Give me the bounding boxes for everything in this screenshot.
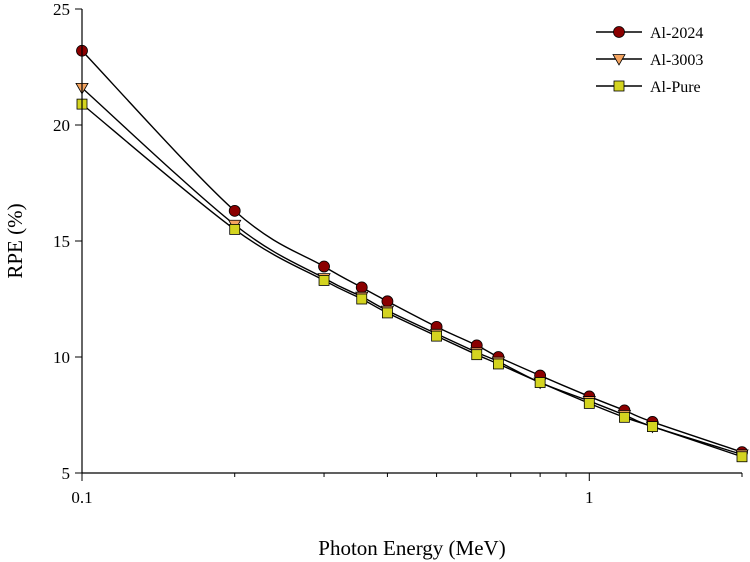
legend-item: Al-2024 xyxy=(596,25,703,42)
legend-item: Al-Pure xyxy=(596,79,701,96)
data-point xyxy=(318,275,330,286)
data-point xyxy=(381,295,394,308)
y-tick-label: 10 xyxy=(53,348,70,367)
series-al-pure xyxy=(76,98,748,463)
data-point xyxy=(493,358,504,370)
data-point xyxy=(229,223,241,235)
y-tick-label: 15 xyxy=(53,232,70,251)
legend-marker xyxy=(612,54,626,66)
data-point xyxy=(355,281,368,294)
y-tick-label: 20 xyxy=(53,116,70,135)
series-al-3003 xyxy=(75,82,749,462)
series-line xyxy=(81,50,743,453)
plot-area xyxy=(75,44,749,463)
y-axis-title: RPE (%) xyxy=(3,203,27,278)
data-point xyxy=(736,451,748,463)
series-al-2024 xyxy=(76,44,748,459)
x-tick-label: 0.1 xyxy=(71,488,92,507)
legend-marker xyxy=(613,80,625,92)
data-point xyxy=(647,421,658,433)
y-tick-label: 25 xyxy=(53,0,70,19)
y-tick-label: 5 xyxy=(62,464,71,483)
data-point xyxy=(534,377,546,388)
data-point xyxy=(471,349,483,361)
data-point xyxy=(431,330,442,342)
legend-label: Al-2024 xyxy=(650,25,703,42)
x-axis-title: Photon Energy (MeV) xyxy=(318,536,505,560)
axes xyxy=(81,9,742,474)
data-point xyxy=(382,307,393,319)
series-line xyxy=(81,87,743,456)
data-point xyxy=(619,411,630,423)
data-point xyxy=(583,397,595,409)
legend-item: Al-3003 xyxy=(596,52,703,69)
legend-label: Al-3003 xyxy=(650,52,703,69)
data-point xyxy=(228,204,241,217)
legend: Al-2024 Al-3003 Al-Pure xyxy=(596,25,703,96)
legend-marker xyxy=(613,26,625,38)
legend-label: Al-Pure xyxy=(650,79,701,96)
x-tick-label: 1 xyxy=(585,488,594,507)
data-point xyxy=(318,260,330,273)
data-point xyxy=(356,293,368,305)
ticks: 5 10 15 20 25 0.1 1 xyxy=(53,0,743,507)
